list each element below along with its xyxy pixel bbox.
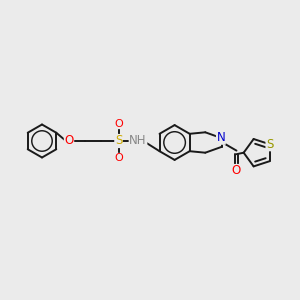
Text: O: O	[232, 164, 241, 178]
Text: S: S	[266, 138, 273, 151]
Text: NH: NH	[129, 134, 147, 148]
Text: O: O	[114, 118, 123, 129]
Text: O: O	[64, 134, 74, 148]
Text: O: O	[114, 153, 123, 164]
Text: N: N	[217, 131, 225, 144]
Text: S: S	[115, 134, 122, 148]
